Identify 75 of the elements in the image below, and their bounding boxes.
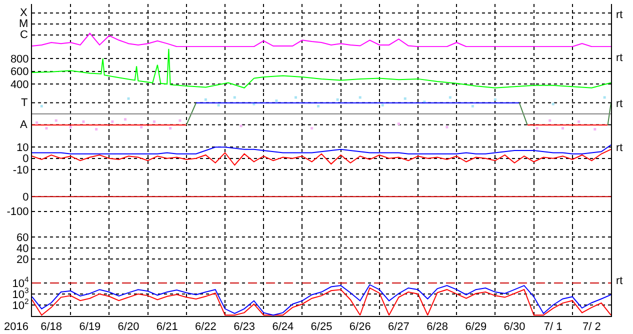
x-axis-title: 2016 xyxy=(4,321,28,333)
x-tick-label: 7/ 2 xyxy=(582,321,601,334)
point xyxy=(140,126,143,128)
line-series xyxy=(32,48,611,88)
x-tick-label: 6/25 xyxy=(310,321,332,334)
point xyxy=(317,104,320,108)
point xyxy=(217,104,220,106)
text: M xyxy=(19,18,28,30)
point xyxy=(240,124,242,128)
point xyxy=(294,96,298,99)
point xyxy=(178,119,182,122)
text: rt xyxy=(616,9,623,21)
y-tick-label: -10 xyxy=(12,164,29,176)
point xyxy=(471,104,474,108)
point xyxy=(552,102,554,106)
line-series xyxy=(32,148,611,166)
x-tick-label: 6/21 xyxy=(156,321,178,334)
point xyxy=(446,126,448,128)
y-tick-label: 10$^{2}$ xyxy=(12,297,29,312)
point xyxy=(82,120,85,123)
point xyxy=(111,120,114,123)
point xyxy=(494,98,496,101)
point xyxy=(69,126,72,128)
x-tick-label: 6/24 xyxy=(272,321,294,334)
x-tick-label: 6/19 xyxy=(79,321,101,334)
point xyxy=(578,120,580,123)
point xyxy=(548,119,552,122)
y-tick-label: 60 xyxy=(16,232,29,244)
y-tick-label: -100 xyxy=(6,206,29,218)
point xyxy=(169,127,172,130)
text: T xyxy=(21,97,28,109)
y-tick-label: 600 xyxy=(10,66,29,78)
x-tick-label: 6/29 xyxy=(465,321,487,334)
point xyxy=(381,104,384,106)
point xyxy=(204,98,207,101)
x-tick-label: 6/20 xyxy=(118,321,140,334)
text: rt xyxy=(616,98,623,110)
point xyxy=(310,127,314,130)
y-tick-label: 0 xyxy=(22,153,29,166)
x-tick-label: 7/ 1 xyxy=(544,321,562,334)
x-tick-label: 6/30 xyxy=(504,321,526,334)
text: rt xyxy=(616,275,623,287)
text: X xyxy=(20,7,28,19)
point xyxy=(152,120,156,123)
point xyxy=(358,96,362,99)
text: rt xyxy=(616,52,623,64)
point xyxy=(536,127,538,130)
y-tick-label: 0 xyxy=(22,192,29,204)
point xyxy=(124,118,127,121)
text: C xyxy=(20,29,28,41)
y-tick-label: 10 xyxy=(16,142,29,154)
x-tick-label: 6/23 xyxy=(234,321,256,334)
point xyxy=(40,104,43,108)
point xyxy=(336,98,339,101)
point xyxy=(36,121,38,124)
x-tick-label: 6/26 xyxy=(349,321,371,334)
point xyxy=(448,96,452,99)
x-tick-label: 6/28 xyxy=(426,321,448,334)
y-tick-label: 40 xyxy=(16,242,29,255)
x-tick-label: 6/27 xyxy=(388,321,410,334)
point xyxy=(233,96,236,99)
y-tick-label: 400 xyxy=(10,78,29,91)
point xyxy=(603,96,606,99)
y-tick-label: 800 xyxy=(10,53,29,66)
point xyxy=(127,97,130,100)
point xyxy=(404,97,406,100)
y-tick-label: 20 xyxy=(16,254,29,266)
text: A xyxy=(20,119,28,131)
line-series xyxy=(32,144,611,154)
point xyxy=(54,119,58,122)
x-tick-label: 6/18 xyxy=(40,321,62,334)
point xyxy=(45,127,48,130)
text: rt xyxy=(616,142,623,154)
point xyxy=(397,122,400,126)
x-tick-label: 6/22 xyxy=(194,321,216,334)
